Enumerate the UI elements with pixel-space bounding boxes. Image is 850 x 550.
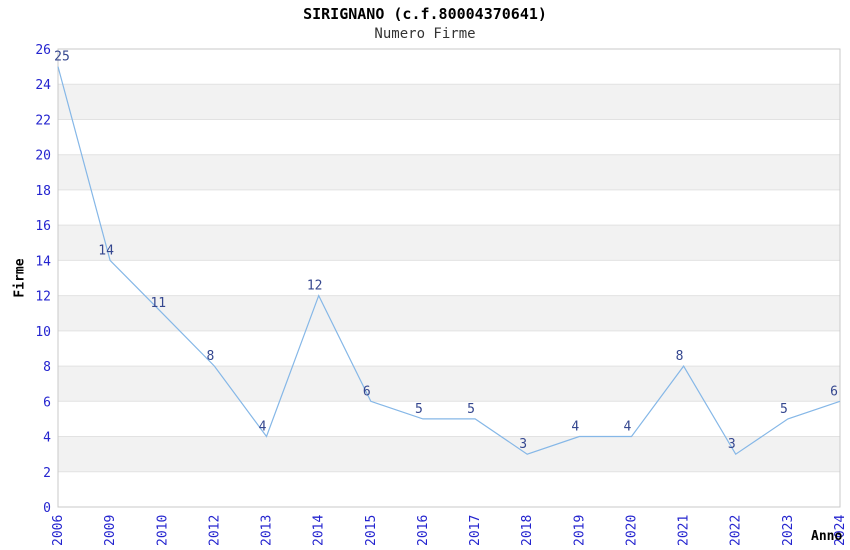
x-tick-label: 2009	[103, 515, 118, 546]
x-tick-label: 2021	[677, 515, 692, 546]
point-label: 3	[728, 437, 736, 452]
point-label: 8	[676, 349, 684, 364]
y-tick-label: 16	[35, 219, 51, 234]
point-label: 5	[415, 402, 423, 417]
x-tick-label: 2020	[624, 515, 639, 546]
point-label: 6	[363, 384, 371, 399]
x-tick-label: 2017	[468, 515, 483, 546]
y-tick-label: 22	[35, 113, 51, 128]
x-tick-label: 2024	[833, 515, 848, 546]
x-tick-label: 2019	[572, 515, 587, 546]
point-label: 5	[467, 402, 475, 417]
point-label: 14	[98, 243, 114, 258]
y-tick-label: 18	[35, 184, 51, 199]
series-line	[57, 66, 841, 456]
y-tick-label: 2	[43, 466, 51, 481]
grid-band	[58, 119, 840, 155]
point-label: 25	[54, 50, 70, 65]
y-tick-label: 14	[35, 254, 51, 269]
point-label: 4	[624, 420, 632, 435]
grid-band	[58, 330, 840, 367]
point-label: 4	[259, 420, 267, 435]
point-label: 5	[780, 402, 788, 417]
y-tick-label: 26	[35, 43, 51, 58]
point-label: 11	[150, 296, 166, 311]
y-tick-label: 20	[35, 149, 51, 164]
point-label: 3	[519, 437, 527, 452]
y-tick-label: 24	[35, 78, 51, 93]
x-axis-title: Anno	[811, 529, 843, 544]
grid-band	[58, 225, 840, 261]
x-tick-label: 2012	[207, 515, 222, 546]
chart-title: SIRIGNANO (c.f.80004370641)	[303, 5, 547, 23]
x-tick-label: 2006	[51, 515, 66, 546]
y-tick-label: 8	[43, 360, 51, 375]
point-label: 4	[571, 420, 579, 435]
x-tick-label: 2015	[364, 515, 379, 546]
plot-border	[57, 48, 841, 508]
x-tick-label: 2016	[416, 515, 431, 546]
point-label: 6	[830, 384, 838, 399]
y-tick-label: 0	[43, 501, 51, 516]
grid-band	[58, 189, 840, 226]
y-tick-label: 4	[43, 431, 51, 446]
y-tick-label: 6	[43, 395, 51, 410]
grid-band	[58, 84, 840, 120]
point-label: 12	[307, 279, 323, 294]
x-tick-label: 2010	[155, 515, 170, 546]
grid-band	[58, 260, 840, 296]
grid-band	[58, 154, 840, 190]
chart-subtitle: Numero Firme	[374, 26, 476, 42]
grid-band	[58, 471, 840, 507]
x-tick-label: 2022	[729, 515, 744, 546]
y-tick-label: 12	[35, 290, 51, 305]
y-axis-title: Firme	[12, 258, 28, 298]
point-label: 8	[206, 349, 214, 364]
y-tick-label: 10	[35, 325, 51, 340]
x-tick-label: 2018	[520, 515, 535, 546]
x-tick-label: 2013	[260, 515, 275, 546]
grid-band	[58, 436, 840, 472]
grid-band	[58, 295, 840, 331]
grid-band	[58, 49, 840, 85]
x-tick-label: 2014	[312, 515, 327, 546]
x-tick-label: 2023	[781, 515, 796, 546]
grid-band	[58, 366, 840, 402]
